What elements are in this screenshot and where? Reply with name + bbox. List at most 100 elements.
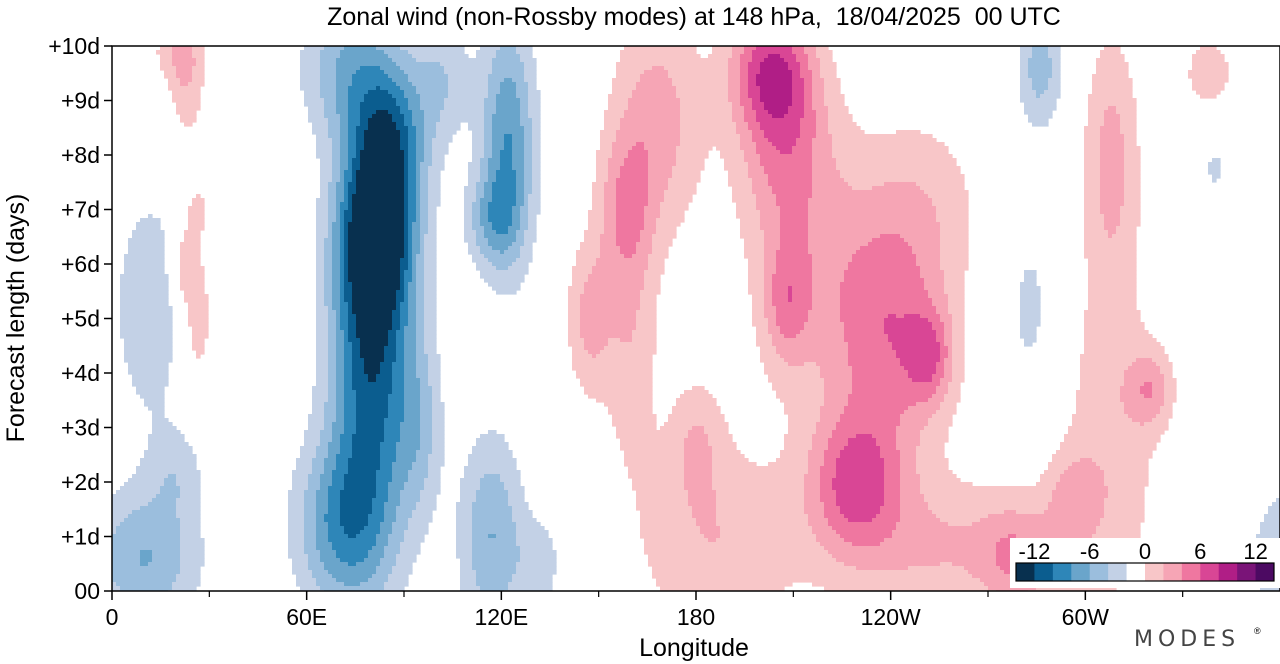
- colorbar-swatch: [1016, 563, 1035, 581]
- contour-cell: [180, 534, 201, 539]
- contour-cell: [612, 150, 629, 155]
- contour-cell: [896, 314, 905, 319]
- contour-cell: [1088, 278, 1137, 283]
- contour-cell: [940, 238, 969, 243]
- contour-cell: [324, 514, 341, 519]
- contour-cell: [900, 474, 921, 479]
- contour-cell: [392, 462, 413, 467]
- contour-cell: [1020, 46, 1033, 51]
- contour-cell: [912, 246, 941, 251]
- contour-cell: [624, 454, 685, 459]
- contour-cell: [408, 186, 417, 191]
- contour-cell: [840, 282, 925, 287]
- contour-cell: [1192, 58, 1225, 63]
- contour-cell: [308, 558, 321, 563]
- contour-cell: [680, 114, 733, 119]
- contour-cell: [940, 382, 949, 387]
- contour-cell: [528, 210, 541, 215]
- contour-cell: [356, 402, 389, 407]
- contour-cell: [516, 46, 533, 51]
- contour-cell: [812, 158, 837, 163]
- contour-cell: [320, 558, 341, 563]
- contour-cell: [192, 338, 205, 343]
- contour-cell: [496, 106, 521, 111]
- contour-cell: [424, 334, 437, 339]
- contour-cell: [728, 66, 741, 71]
- contour-cell: [180, 118, 197, 123]
- contour-cell: [656, 226, 677, 231]
- contour-cell: [412, 278, 417, 283]
- contour-cell: [368, 514, 385, 519]
- contour-cell: [316, 506, 329, 511]
- contour-cell: [1084, 318, 1141, 323]
- contour-cell: [736, 206, 757, 211]
- contour-cell: [1104, 110, 1117, 115]
- contour-cell: [424, 138, 433, 143]
- contour-cell: [972, 522, 1101, 527]
- contour-cell: [432, 162, 445, 167]
- contour-cell: [1100, 146, 1125, 151]
- contour-cell: [416, 262, 425, 267]
- contour-cell: [852, 186, 873, 191]
- contour-cell: [180, 538, 205, 543]
- contour-cell: [756, 194, 777, 199]
- contour-cell: [784, 358, 849, 363]
- contour-cell: [336, 554, 369, 559]
- contour-cell: [760, 358, 785, 363]
- contour-cell: [316, 542, 333, 547]
- contour-cell: [812, 282, 841, 287]
- contour-cell: [400, 314, 409, 319]
- contour-cell: [376, 490, 389, 495]
- contour-cell: [328, 346, 337, 351]
- contour-cell: [416, 170, 421, 175]
- contour-cell: [316, 310, 329, 315]
- contour-cell: [620, 438, 685, 443]
- contour-cell: [824, 86, 841, 91]
- contour-cell: [812, 438, 829, 443]
- contour-cell: [476, 198, 481, 203]
- contour-cell: [736, 202, 757, 207]
- contour-cell: [520, 554, 557, 559]
- contour-cell: [348, 326, 357, 331]
- contour-cell: [744, 246, 765, 251]
- contour-cell: [828, 438, 849, 443]
- contour-cell: [512, 138, 525, 143]
- contour-cell: [360, 150, 405, 155]
- contour-cell: [488, 218, 513, 223]
- contour-cell: [936, 210, 969, 215]
- contour-cell: [912, 378, 933, 383]
- contour-cell: [756, 118, 801, 123]
- contour-cell: [636, 242, 653, 247]
- contour-cell: [900, 510, 933, 515]
- contour-cell: [180, 254, 201, 259]
- contour-cell: [404, 90, 417, 95]
- contour-cell: [424, 326, 437, 331]
- contour-cell: [316, 530, 329, 535]
- contour-cell: [764, 282, 773, 287]
- contour-cell: [804, 82, 813, 87]
- contour-cell: [676, 402, 717, 407]
- contour-cell: [1100, 158, 1125, 163]
- contour-cell: [428, 186, 441, 191]
- contour-cell: [668, 74, 729, 79]
- contour-cell: [616, 230, 641, 235]
- contour-cell: [112, 554, 141, 559]
- contour-cell: [788, 106, 805, 111]
- contour-cell: [684, 462, 713, 467]
- contour-cell: [332, 266, 341, 271]
- contour-cell: [756, 326, 769, 331]
- contour-cell: [1044, 90, 1061, 95]
- contour-cell: [336, 182, 345, 187]
- contour-cell: [520, 250, 533, 255]
- contour-cell: [356, 410, 389, 415]
- contour-cell: [416, 370, 429, 375]
- contour-cell: [420, 418, 433, 423]
- contour-cell: [1200, 46, 1217, 51]
- contour-cell: [904, 366, 937, 371]
- contour-cell: [112, 534, 181, 539]
- contour-cell: [420, 198, 429, 203]
- contour-cell: [344, 422, 357, 427]
- contour-cell: [424, 270, 437, 275]
- contour-cell: [732, 50, 745, 55]
- contour-cell: [500, 154, 513, 159]
